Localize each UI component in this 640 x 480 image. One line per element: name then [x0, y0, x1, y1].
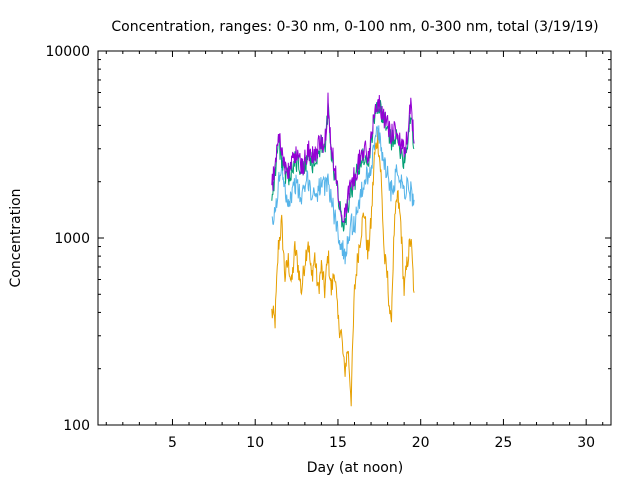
x-tick-label: 5 [168, 435, 177, 451]
series-line-0-100-nm [271, 125, 415, 265]
x-tick-label: 30 [577, 435, 595, 451]
y-tick-label: 10000 [45, 44, 90, 60]
x-axis-label: Day (at noon) [307, 460, 403, 476]
chart-title: Concentration, ranges: 0-30 nm, 0-100 nm… [111, 19, 598, 35]
series-line-total [271, 92, 415, 223]
x-tick-label: 15 [329, 435, 347, 451]
x-tick-label: 20 [412, 435, 430, 451]
x-tick-label: 25 [495, 435, 513, 451]
series-line-0-30-nm [271, 130, 415, 407]
plot-area-frame [97, 50, 612, 426]
y-tick-label: 1000 [54, 231, 90, 247]
y-axis-label: Concentration [8, 188, 24, 287]
x-tick-label: 10 [246, 435, 264, 451]
series-line-0-300-nm [271, 100, 415, 232]
y-tick-label: 100 [63, 418, 90, 434]
data-series [271, 92, 415, 407]
axis-ticks: 5 10 15 20 25 30 100 1000 10000 [45, 44, 611, 451]
